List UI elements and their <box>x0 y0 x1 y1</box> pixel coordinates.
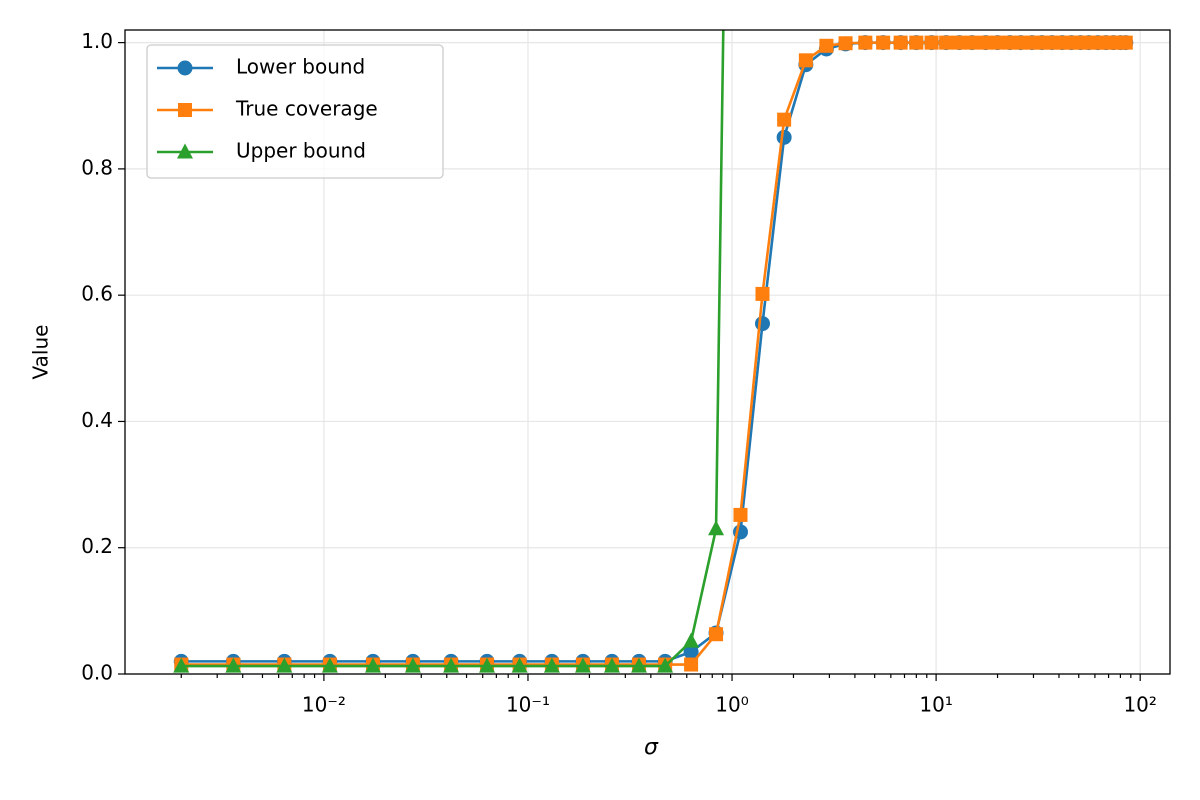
marker <box>939 35 954 50</box>
legend-box <box>146 44 444 179</box>
x-tick-label: 10⁰ <box>715 693 748 717</box>
marker <box>657 657 674 673</box>
marker <box>631 657 648 673</box>
marker <box>603 657 620 673</box>
x-tick-label: 10⁻¹ <box>506 693 550 717</box>
marker <box>683 632 700 648</box>
marker <box>965 35 980 50</box>
marker <box>1118 35 1133 50</box>
marker <box>754 316 770 332</box>
marker <box>893 35 908 50</box>
marker <box>708 520 725 536</box>
marker <box>683 644 699 660</box>
marker <box>838 36 853 51</box>
marker <box>443 657 460 673</box>
marker <box>479 657 496 673</box>
marker <box>978 35 993 50</box>
legend-label: True coverage <box>235 97 378 121</box>
marker <box>755 286 770 301</box>
marker <box>709 627 724 642</box>
marker <box>574 657 591 673</box>
y-axis-label: Value <box>29 325 53 380</box>
axes-frame <box>124 29 1171 675</box>
marker <box>1002 35 1017 50</box>
marker <box>777 112 792 127</box>
x-axis-label: σ <box>644 735 659 760</box>
marker <box>858 35 873 50</box>
marker <box>276 657 293 673</box>
marker <box>177 60 193 76</box>
y-tick-label: 0.8 <box>81 155 113 179</box>
marker <box>321 657 338 673</box>
grid <box>125 30 1170 675</box>
y-tick-label: 0.4 <box>81 408 113 432</box>
x-tick-label: 10² <box>1123 693 1156 717</box>
marker <box>684 657 699 672</box>
marker <box>798 53 813 68</box>
marker <box>178 103 192 117</box>
marker <box>909 35 924 50</box>
marker <box>733 507 748 522</box>
x-tick-label: 10⁻² <box>302 693 346 717</box>
y-tick-label: 1.0 <box>81 29 113 53</box>
marker <box>924 35 939 50</box>
marker <box>876 35 891 50</box>
marker <box>1013 35 1028 50</box>
marker <box>952 35 967 50</box>
marker <box>819 38 834 53</box>
y-tick-label: 0.2 <box>81 534 113 558</box>
marker <box>776 129 792 145</box>
marker <box>990 35 1005 50</box>
plot-area <box>173 30 1134 673</box>
marker <box>225 657 242 673</box>
marker <box>177 143 193 159</box>
y-tick-label: 0.6 <box>81 282 113 306</box>
marker <box>404 657 421 673</box>
x-tick-label: 10¹ <box>919 693 952 717</box>
marker <box>364 657 381 673</box>
marker <box>173 657 190 673</box>
legend-label: Lower bound <box>236 55 365 79</box>
legend-label: Upper bound <box>236 139 366 163</box>
marker <box>511 657 528 673</box>
y-tick-label: 0.0 <box>81 661 113 685</box>
legend: Lower bound True coverage Upper bound <box>146 44 444 179</box>
marker <box>543 657 560 673</box>
